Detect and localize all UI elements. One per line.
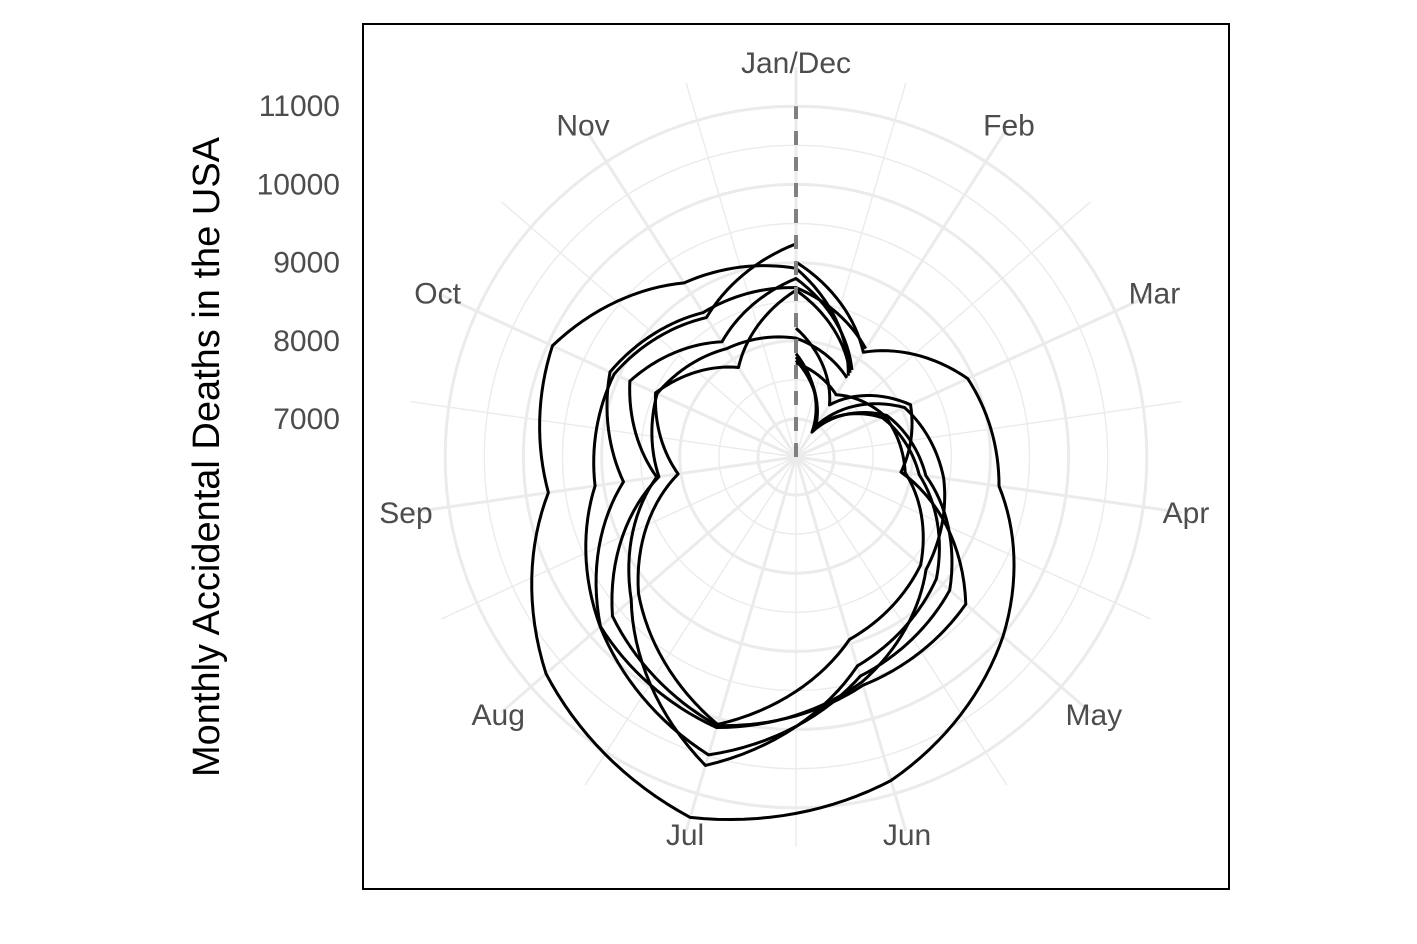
radial-tick-label: 10000 <box>257 168 340 201</box>
grid-spoke-major <box>794 456 908 832</box>
series-line-1 <box>530 260 1016 822</box>
grid-spoke-major <box>583 128 798 458</box>
data-lines <box>530 106 1016 822</box>
grid-spoke-minor <box>500 201 797 458</box>
radial-tick-label: 7000 <box>273 403 340 436</box>
series-line-6 <box>584 242 954 757</box>
radial-tick-labels: 7000 8000 9000 10000 11000 <box>257 90 340 436</box>
grid-spoke-minor <box>441 456 797 620</box>
month-label: Sep <box>379 497 432 530</box>
grid-spoke-minor <box>685 82 797 458</box>
grid-spoke-major <box>795 455 1183 514</box>
grid-spoke-minor <box>795 456 1008 786</box>
month-label: Apr <box>1163 497 1210 530</box>
grid-spoke-minor <box>584 456 797 786</box>
y-axis-title: Monthly Accidental Deaths in the USA <box>186 136 228 777</box>
month-label: Mar <box>1129 277 1181 310</box>
grid-spoke-major <box>440 293 797 459</box>
radial-tick-label: 11000 <box>259 90 340 123</box>
month-label: May <box>1065 699 1122 732</box>
series-line-2 <box>594 286 947 730</box>
month-labels: Jan/Dec Feb Mar Apr May Jun Jul Aug Sep Oct Nov <box>379 47 1209 852</box>
month-label: Aug <box>472 699 525 732</box>
grid-spoke-major <box>795 293 1152 459</box>
month-label: Feb <box>983 110 1035 143</box>
month-label: Oct <box>414 277 461 310</box>
month-label: Nov <box>556 110 609 143</box>
grid-spoke-minor <box>795 456 1151 620</box>
radial-tick-label: 9000 <box>273 247 340 280</box>
series-line-5 <box>627 277 941 767</box>
grid-lines <box>409 67 1183 847</box>
grid-spoke-major <box>500 455 797 714</box>
grid-spoke-major <box>684 456 798 832</box>
radial-tick-label: 8000 <box>273 325 340 358</box>
grid-spoke-minor <box>409 400 797 458</box>
grid-spoke-major <box>795 455 1092 714</box>
grid-spoke-minor <box>795 400 1183 458</box>
month-label: Jul <box>666 819 704 852</box>
month-label: Jan/Dec <box>741 47 851 80</box>
grid-spoke-major <box>409 455 797 514</box>
grid-spoke-major <box>794 128 1009 458</box>
month-label: Jun <box>883 819 931 852</box>
panel-border <box>362 23 1230 890</box>
